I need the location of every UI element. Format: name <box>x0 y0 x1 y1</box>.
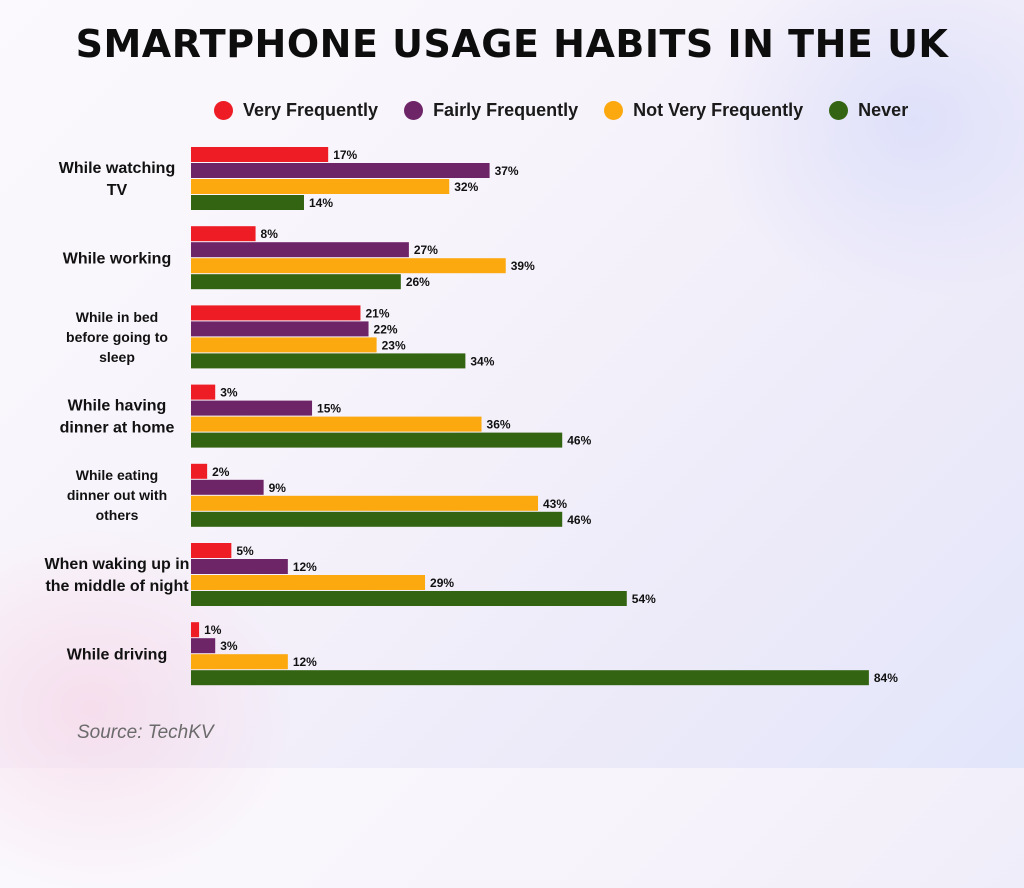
bar-very-frequently-while-watching-tv <box>191 147 329 162</box>
bar-fairly-frequently-while-watching-tv <box>191 163 490 178</box>
data-label-very-frequently-while-in-bed-before-going-to-sleep: 21% <box>365 306 389 320</box>
bar-fairly-frequently-while-eating-dinner-out-with-others <box>191 479 264 495</box>
bar-not-very-frequently-while-eating-dinner-out-with-others <box>191 495 539 511</box>
bar-never-while-watching-tv <box>191 195 304 210</box>
data-label-fairly-frequently-while-working: 27% <box>414 243 438 257</box>
category-label-while-driving: While driving <box>67 646 167 663</box>
category-label-line: dinner at home <box>60 420 175 437</box>
bar-very-frequently-while-working <box>191 226 256 242</box>
legend-item-not-very-frequently: Not Very Frequently <box>604 100 803 121</box>
legend-label-never: Never <box>858 100 909 120</box>
bar-never-while-eating-dinner-out-with-others <box>191 511 563 527</box>
legend-label-not-very-frequently: Not Very Frequently <box>633 100 804 120</box>
legend-label-fairly-frequently: Fairly Frequently <box>433 100 579 120</box>
data-label-fairly-frequently-when-waking-up-in-the-middle-of-night: 12% <box>293 560 317 574</box>
bar-very-frequently-when-waking-up-in-the-middle-of-night <box>191 543 232 558</box>
bar-not-very-frequently-when-waking-up-in-the-middle-of-night <box>191 575 426 590</box>
bar-never-while-driving <box>191 670 869 686</box>
category-label-line: the middle of night <box>45 578 189 595</box>
legend: Very Frequently Fairly Frequently Not Ve… <box>214 100 908 121</box>
bar-very-frequently-while-driving <box>191 622 200 638</box>
bar-fairly-frequently-when-waking-up-in-the-middle-of-night <box>191 559 288 574</box>
category-label-while-watching-tv: While watching TV <box>59 160 175 199</box>
legend-item-never: Never <box>829 100 908 121</box>
bar-very-frequently-while-having-dinner-at-home <box>191 384 216 400</box>
data-label-very-frequently-while-working: 8% <box>261 227 279 241</box>
legend-swatch-never <box>829 101 849 120</box>
category-label-while-having-dinner-at-home: While having dinner at home <box>60 398 175 437</box>
data-label-very-frequently-while-eating-dinner-out-with-others: 2% <box>212 465 230 479</box>
category-label-line: While eating <box>76 467 158 483</box>
category-label-line: While having <box>68 398 167 415</box>
data-label-never-while-watching-tv: 14% <box>309 196 333 210</box>
bar-very-frequently-while-eating-dinner-out-with-others <box>191 463 208 479</box>
data-label-never-when-waking-up-in-the-middle-of-night: 54% <box>632 592 656 606</box>
bar-not-very-frequently-while-driving <box>191 654 288 670</box>
bar-not-very-frequently-while-watching-tv <box>191 179 450 194</box>
category-label-while-in-bed-before-going-to-sleep: While in bed before going to sleep <box>66 309 168 365</box>
category-label-line: dinner out with <box>67 487 167 503</box>
legend-swatch-fairly-frequently <box>404 101 424 120</box>
data-label-fairly-frequently-while-in-bed-before-going-to-sleep: 22% <box>374 322 398 336</box>
bar-never-while-in-bed-before-going-to-sleep <box>191 353 466 369</box>
data-label-very-frequently-while-driving: 1% <box>204 623 222 637</box>
data-label-never-while-driving: 84% <box>874 671 898 685</box>
data-label-not-very-frequently-while-having-dinner-at-home: 36% <box>487 418 511 432</box>
category-label-line: before going to <box>66 329 168 345</box>
category-label-line: While in bed <box>76 309 158 325</box>
legend-item-very-frequently: Very Frequently <box>214 100 378 121</box>
category-label-line: While working <box>63 250 171 267</box>
category-label-while-working: While working <box>63 250 171 267</box>
chart-title: SMARTPHONE USAGE HABITS IN THE UK <box>75 22 949 66</box>
category-label-line: When waking up in <box>45 556 190 573</box>
bar-not-very-frequently-while-working <box>191 258 506 274</box>
category-label-while-eating-dinner-out-with-others: While eating dinner out with others <box>67 467 167 523</box>
bar-fairly-frequently-while-driving <box>191 638 216 654</box>
data-label-not-very-frequently-while-eating-dinner-out-with-others: 43% <box>543 497 567 511</box>
data-label-never-while-having-dinner-at-home: 46% <box>567 434 591 448</box>
bar-never-when-waking-up-in-the-middle-of-night <box>191 591 627 606</box>
data-label-not-very-frequently-while-in-bed-before-going-to-sleep: 23% <box>382 338 406 352</box>
bar-never-while-having-dinner-at-home <box>191 432 563 448</box>
bar-chart: While watching TV 17% 37% 32% 14% While workin… <box>45 147 898 686</box>
category-label-line: While driving <box>67 646 167 663</box>
data-label-very-frequently-when-waking-up-in-the-middle-of-night: 5% <box>236 544 254 558</box>
data-label-never-while-eating-dinner-out-with-others: 46% <box>567 513 591 527</box>
category-label-line: others <box>96 507 139 523</box>
data-label-not-very-frequently-while-working: 39% <box>511 259 535 273</box>
bar-not-very-frequently-while-in-bed-before-going-to-sleep <box>191 337 377 353</box>
data-label-fairly-frequently-while-watching-tv: 37% <box>495 164 519 178</box>
source-note: Source: TechKV <box>77 722 214 743</box>
bar-never-while-working <box>191 274 401 290</box>
legend-item-fairly-frequently: Fairly Frequently <box>404 100 578 121</box>
data-label-not-very-frequently-while-watching-tv: 32% <box>454 180 478 194</box>
bar-fairly-frequently-while-having-dinner-at-home <box>191 400 313 416</box>
data-label-not-very-frequently-when-waking-up-in-the-middle-of-night: 29% <box>430 576 454 590</box>
category-label-line: TV <box>107 182 128 199</box>
bar-fairly-frequently-while-in-bed-before-going-to-sleep <box>191 321 369 337</box>
bar-fairly-frequently-while-working <box>191 242 409 258</box>
data-label-never-while-in-bed-before-going-to-sleep: 34% <box>470 354 494 368</box>
data-label-never-while-working: 26% <box>406 275 430 289</box>
legend-swatch-not-very-frequently <box>604 101 624 120</box>
data-label-fairly-frequently-while-eating-dinner-out-with-others: 9% <box>269 481 287 495</box>
data-label-very-frequently-while-watching-tv: 17% <box>333 148 357 162</box>
data-label-fairly-frequently-while-having-dinner-at-home: 15% <box>317 402 341 416</box>
data-label-fairly-frequently-while-driving: 3% <box>220 639 238 653</box>
category-label-line: While watching <box>59 160 175 177</box>
bar-very-frequently-while-in-bed-before-going-to-sleep <box>191 305 361 321</box>
category-label-when-waking-up-in-the-middle-of-night: When waking up in the middle of night <box>45 556 190 595</box>
data-label-very-frequently-while-having-dinner-at-home: 3% <box>220 386 238 400</box>
data-label-not-very-frequently-while-driving: 12% <box>293 655 317 669</box>
legend-swatch-very-frequently <box>214 101 233 120</box>
category-label-line: sleep <box>99 349 135 365</box>
legend-label-very-frequently: Very Frequently <box>243 100 379 120</box>
bar-not-very-frequently-while-having-dinner-at-home <box>191 416 482 432</box>
